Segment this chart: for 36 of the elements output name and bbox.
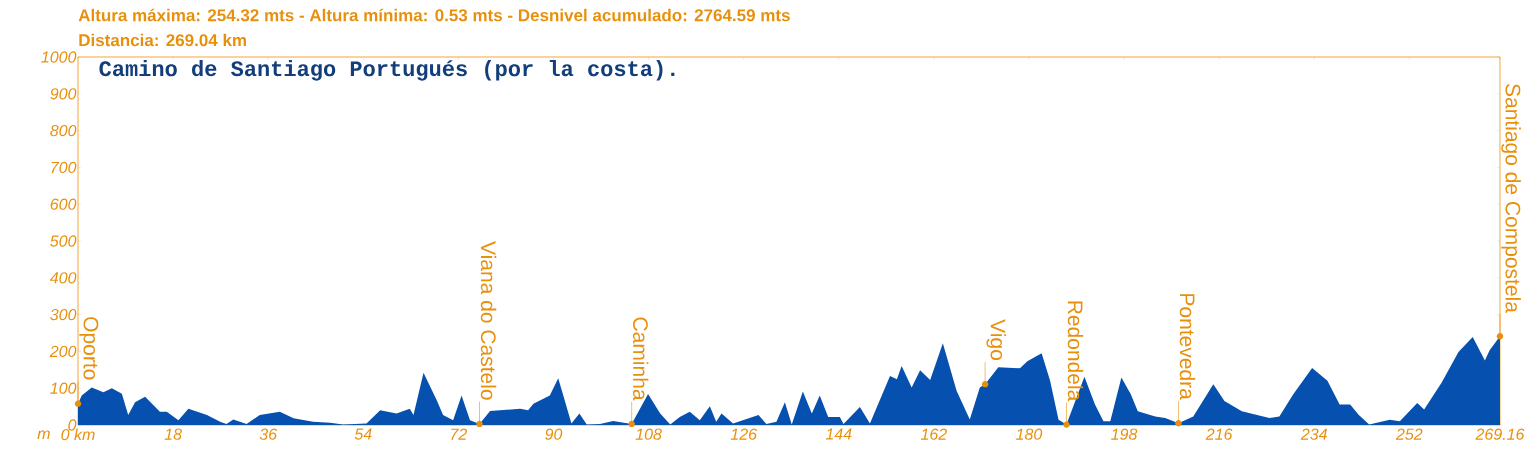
x-tick-label: 180	[1016, 428, 1043, 440]
y-tick-label: 600	[50, 198, 77, 210]
annotation: Santiago de Compostela	[1501, 83, 1521, 313]
x-tick-label: 90	[545, 428, 563, 440]
annotation: Oporto	[79, 317, 99, 380]
x-tick-label: 162	[920, 428, 947, 440]
y-tick-label: 400	[49, 272, 77, 284]
text: Altura máxima: 254.32 mts - Altura mínima: 0.53 mts - Desnivel acumulado: 2764.59 mts	[78, 8, 790, 22]
y-tick-label: 700	[51, 161, 77, 174]
x-tick-label: 18	[164, 428, 182, 440]
y-tick-label: 1000	[41, 51, 77, 63]
x-tick-label: 252	[1395, 428, 1423, 440]
annotation: Redondela	[1067, 301, 1084, 402]
y-tick-label: 200	[49, 345, 77, 358]
y-tick-label: 900	[50, 88, 77, 100]
annotation: Caminha	[632, 317, 649, 401]
x-tick-label: 144	[825, 428, 852, 440]
x-tick-label: 198	[1111, 428, 1138, 440]
y-tick-label: 800	[50, 124, 77, 137]
x-tick-label: 108	[635, 428, 662, 440]
y-tick-label: 500	[50, 235, 77, 247]
x-tick-label: 234	[1300, 428, 1327, 440]
x-tick-label: 216	[1205, 428, 1233, 440]
x-tick-label: 72	[451, 428, 468, 440]
x-tick-label: 54	[354, 428, 372, 440]
x-tick-label: 126	[730, 428, 758, 440]
annotation: Vigo	[986, 319, 1006, 360]
annotation: Pontevedra	[1179, 294, 1196, 400]
annotation: Viana do Castelo	[480, 241, 497, 400]
text: Distancia: 269.04 km	[79, 33, 246, 47]
y-tick-label: 100	[50, 382, 77, 394]
y-axis-title: m	[37, 430, 50, 440]
chart-title: Camino de Santiago Portugués (por la costa).	[99, 60, 675, 81]
x-tick-label: 36	[259, 428, 278, 440]
y-tick-label: 300	[50, 308, 77, 321]
x-tick-label: 269.16	[1475, 428, 1525, 440]
